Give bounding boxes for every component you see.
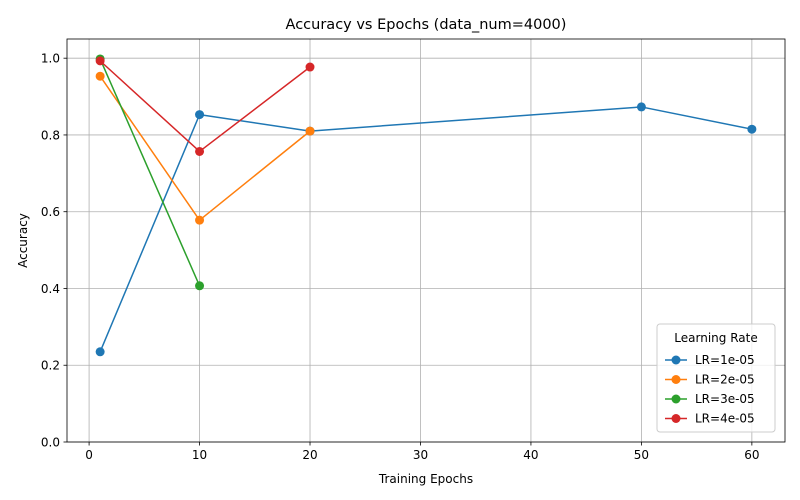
- data-point: [195, 110, 205, 120]
- data-point: [305, 126, 315, 136]
- x-tick-label: 20: [302, 448, 317, 462]
- legend-item: LR=3e-05: [665, 392, 755, 406]
- y-tick-label: 0.0: [41, 435, 60, 449]
- legend-item: LR=4e-05: [665, 412, 755, 426]
- x-tick-label: 60: [744, 448, 759, 462]
- legend-item: LR=2e-05: [665, 373, 755, 387]
- x-axis-label: Training Epochs: [378, 472, 473, 486]
- legend-items: LR=1e-05 LR=2e-05 LR=3e-05 LR=4e-05: [665, 353, 755, 426]
- legend-item: LR=1e-05: [665, 353, 755, 367]
- legend-swatch-marker: [671, 414, 681, 423]
- x-tick-label: 30: [413, 448, 428, 462]
- data-point: [305, 62, 315, 72]
- legend-label: LR=2e-05: [695, 373, 755, 387]
- data-point: [95, 71, 105, 81]
- legend-swatch-marker: [671, 394, 681, 404]
- legend-swatch-marker: [671, 355, 681, 365]
- series-line: [99, 58, 201, 287]
- data-point: [95, 56, 105, 66]
- legend: Learning Rate LR=1e-05LR=2e-05LR=3e-05LR…: [656, 323, 776, 433]
- plot-frame: [66, 38, 786, 443]
- y-tick-label: 0.2: [41, 359, 60, 373]
- axis-ticks: 0 10 20 30 40 50 60 0.0 0.2 0.4 0.6 0.8 1.0: [41, 51, 760, 462]
- y-tick-label: 0.6: [41, 205, 60, 219]
- x-tick-label: 10: [192, 448, 207, 462]
- series-lines: [95, 54, 757, 357]
- y-axis-label: Accuracy: [16, 213, 30, 268]
- x-tick-label: 50: [634, 448, 649, 462]
- data-point: [195, 146, 205, 156]
- legend-label: LR=3e-05: [695, 392, 755, 406]
- x-tick-label: 0: [85, 448, 93, 462]
- legend-swatch-marker: [671, 375, 681, 384]
- y-tick-label: 1.0: [41, 51, 60, 65]
- data-point: [195, 281, 205, 291]
- x-tick-label: 40: [523, 448, 538, 462]
- series-LR=4e-05: [95, 56, 315, 156]
- legend-box: [656, 323, 776, 433]
- y-tick-label: 0.8: [41, 128, 60, 142]
- legend-label: LR=4e-05: [695, 412, 755, 426]
- series-LR=2e-05: [95, 71, 315, 225]
- chart-title: Accuracy vs Epochs (data_num=4000): [286, 17, 567, 33]
- legend-label: LR=1e-05: [695, 353, 755, 367]
- data-point: [636, 102, 646, 112]
- data-point: [95, 347, 105, 357]
- y-tick-label: 0.4: [41, 282, 60, 296]
- data-point: [747, 124, 757, 134]
- legend-title: Learning Rate: [674, 331, 757, 345]
- data-point: [195, 215, 205, 225]
